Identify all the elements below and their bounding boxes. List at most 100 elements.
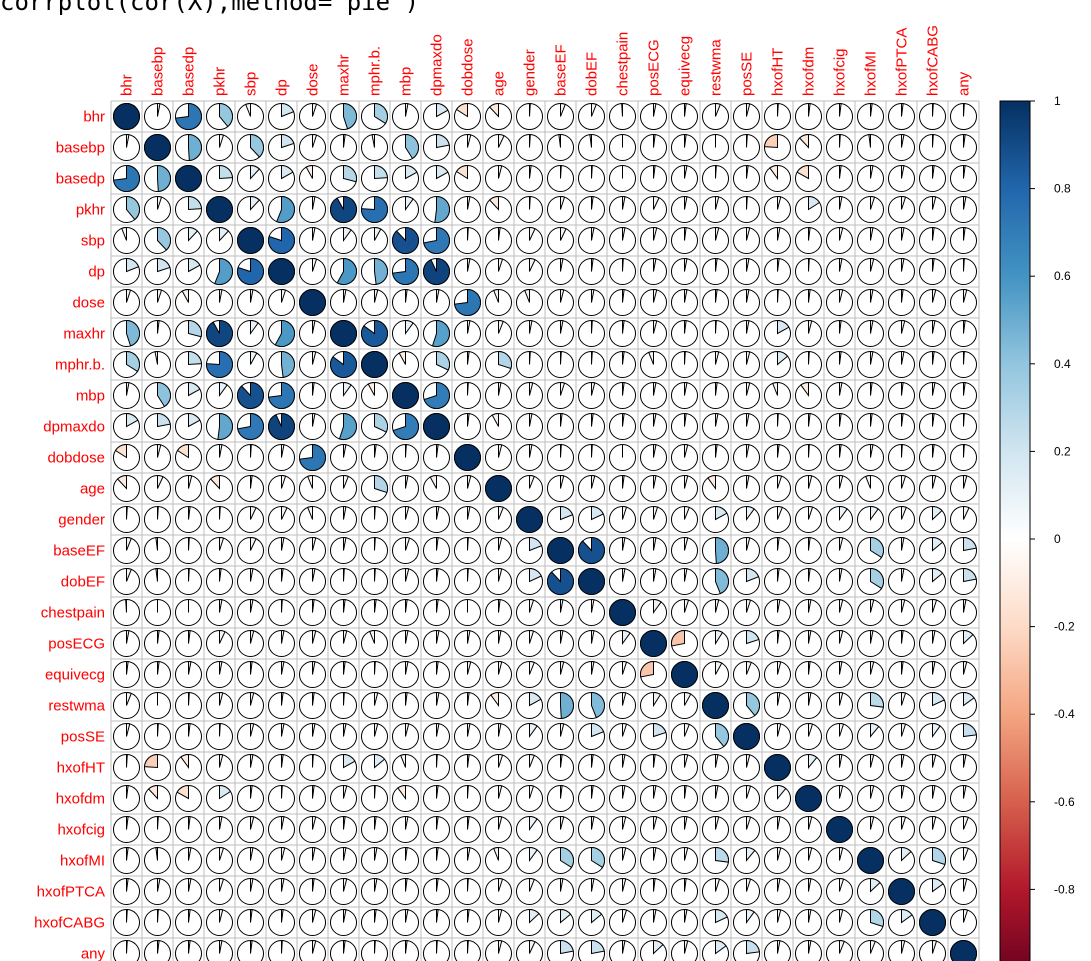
pie-wedge: [777, 815, 781, 830]
pie-wedge: [839, 133, 841, 148]
pie-cell: [236, 660, 265, 689]
pie-wedge: [715, 164, 717, 179]
pie-wedge: [777, 877, 781, 892]
pie-wedge: [746, 443, 750, 458]
column-label-posECG: posECG: [646, 39, 663, 96]
pie-wedge: [648, 350, 654, 365]
pie-wedge: [219, 691, 224, 706]
pie-cell: [298, 102, 327, 131]
pie-cell: [639, 815, 668, 844]
pie-wedge: [653, 381, 657, 396]
pie-cell: [391, 629, 420, 658]
pie-wedge: [684, 567, 688, 582]
row-label-hxofCABG: hxofCABG: [34, 915, 105, 932]
pie-wedge: [374, 753, 386, 769]
pie-wedge: [932, 691, 945, 707]
pie-wedge: [591, 102, 597, 117]
pie-cell: [577, 567, 606, 596]
pie-wedge: [653, 722, 667, 738]
pie-wedge: [206, 350, 234, 379]
pie-cell: [825, 226, 854, 255]
pie-cell: [608, 195, 637, 224]
pie-cell: [267, 257, 296, 286]
pie-cell: [701, 505, 730, 534]
pie-cell: [856, 815, 885, 844]
pie-cell: [484, 226, 513, 255]
pie-cell: [825, 598, 854, 627]
pie-cell: [577, 629, 606, 658]
pie-cell: [732, 195, 761, 224]
pie-wedge: [157, 505, 159, 520]
pie-cell: [329, 567, 358, 596]
pie-cell: [236, 381, 265, 410]
pie-wedge: [250, 877, 254, 892]
pie-cell: [360, 412, 389, 441]
pie-cell: [236, 319, 265, 348]
pie-wedge: [281, 753, 284, 768]
pie-cell: [825, 908, 854, 937]
pie-wedge: [405, 443, 407, 458]
pie-wedge: [653, 505, 659, 520]
pie-wedge: [653, 257, 657, 272]
pie-cell: [174, 226, 203, 255]
pie-wedge: [498, 815, 503, 830]
pie-cell: [670, 691, 699, 720]
pie-cell: [484, 567, 513, 596]
pie-wedge: [467, 412, 470, 427]
pie-wedge: [281, 567, 284, 582]
pie-wedge: [901, 691, 907, 706]
pie-wedge: [188, 505, 191, 520]
pie-cell: [763, 784, 792, 813]
pie-cell: [577, 691, 606, 720]
pie-cell: [949, 908, 978, 937]
pie-cell: [825, 288, 854, 317]
pie-cell: [670, 784, 699, 813]
pie-cell: [484, 691, 513, 720]
pie-cell: [143, 443, 172, 472]
pie-wedge: [653, 195, 660, 210]
pie-cell: [360, 319, 389, 348]
row-label-pkhr: pkhr: [76, 202, 105, 219]
pie-cell: [670, 536, 699, 565]
pie-cell: [949, 443, 978, 472]
pie-cell: [143, 288, 172, 317]
pie-wedge: [157, 226, 172, 251]
pie-wedge: [808, 474, 813, 489]
pie-cell: [608, 784, 637, 813]
pie-cell: [794, 505, 823, 534]
pie-cell: [360, 784, 389, 813]
pie-cell: [360, 660, 389, 689]
pie-wedge: [684, 226, 687, 241]
pie-wedge: [684, 784, 687, 799]
column-label-age: age: [491, 71, 508, 96]
pie-cell: [298, 846, 327, 875]
pie-wedge: [498, 536, 503, 551]
pie-wedge: [343, 381, 352, 398]
pie-wedge: [455, 164, 468, 180]
pie-wedge: [157, 164, 172, 193]
pie-cell: [360, 846, 389, 875]
pie-cell: [701, 412, 730, 441]
pie-wedge: [467, 753, 470, 768]
pie-cell: [143, 350, 172, 379]
pie-wedge: [901, 288, 904, 303]
pie-wedge: [467, 629, 471, 644]
pie-wedge: [405, 691, 408, 706]
pie-cell: [298, 319, 327, 348]
pie-cell: [174, 381, 203, 410]
pie-wedge: [467, 226, 469, 241]
pie-wedge: [560, 784, 563, 799]
pie-wedge: [715, 877, 721, 892]
pie-wedge: [343, 877, 348, 892]
pie-wedge: [653, 567, 657, 582]
column-label-equivecg: equivecg: [677, 36, 694, 96]
pie-wedge: [423, 381, 451, 409]
pie-wedge: [405, 319, 414, 336]
pie-wedge: [498, 319, 504, 334]
pie-wedge: [746, 846, 756, 862]
pie-cell: [143, 939, 172, 961]
pie-wedge: [214, 257, 234, 285]
pie-cell: [670, 195, 699, 224]
pie-cell: [298, 629, 327, 658]
pie-wedge: [901, 846, 912, 862]
